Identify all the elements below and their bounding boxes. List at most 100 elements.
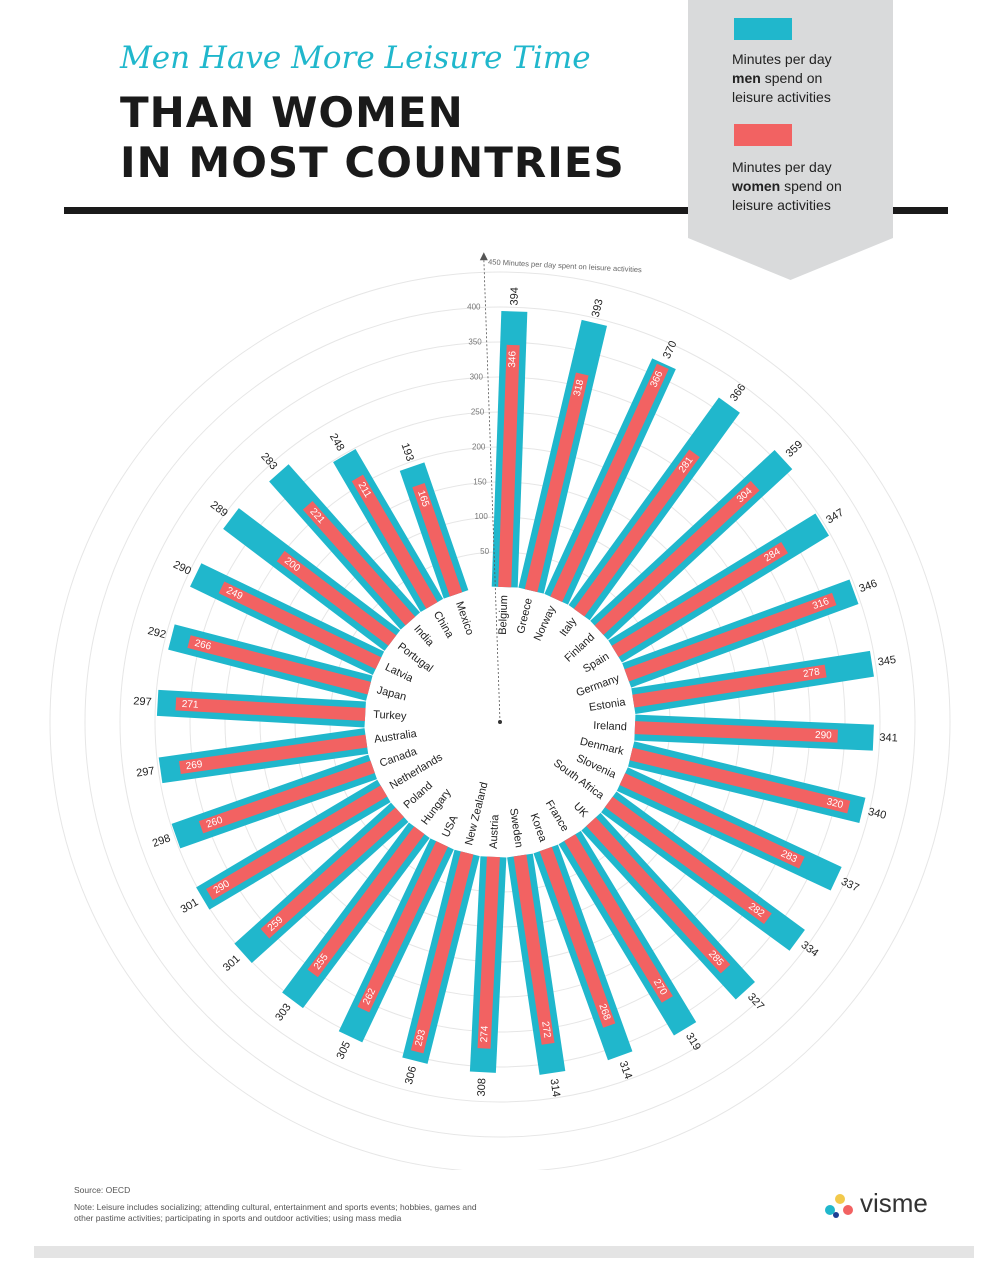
men-value-japan: 292 (146, 625, 167, 641)
country-label-sweden: Sweden (507, 807, 525, 848)
country-label-germany: Germany (575, 672, 622, 699)
bar-group-turkey (156, 689, 366, 728)
legend-women-bold: women (732, 178, 781, 194)
bar-group-korea (533, 844, 633, 1061)
bar-group-mexico (399, 462, 469, 599)
bar-women-new-zealand (410, 851, 474, 1054)
bar-group-china (333, 448, 444, 613)
bar-group-slovenia (616, 767, 842, 891)
bar-women-turkey (175, 697, 366, 721)
bar-group-netherlands (196, 779, 391, 910)
bar-group-germany (622, 579, 859, 688)
men-value-india: 283 (258, 451, 279, 473)
women-value-estonia: 278 (802, 667, 821, 681)
bar-women-belgium (498, 344, 520, 588)
bar-group-uk (581, 812, 755, 1000)
bar-group-finland (590, 449, 793, 640)
footer-note-line2: other pastime activities; participating … (74, 1213, 402, 1223)
bar-group-new-zealand (402, 849, 480, 1064)
title-line-b: IN MOST COUNTRIES (120, 138, 625, 187)
legend-women-pre: Minutes per day (732, 159, 832, 175)
title-line-a: THAN WOMEN (120, 88, 464, 137)
bar-group-sweden (507, 853, 566, 1075)
country-label-ireland: Ireland (593, 720, 627, 733)
country-label-australia: Australia (373, 728, 418, 746)
bar-group-south-africa (601, 791, 805, 951)
men-value-south-africa: 334 (799, 939, 821, 960)
women-value-mexico: 165 (415, 489, 431, 509)
bar-group-ireland (634, 714, 874, 751)
country-label-new-zealand: New Zealand (463, 781, 490, 847)
bar-group-poland (234, 802, 409, 963)
radial-bar-chart: Belgium 346 394 Greece 318 393 Norway 366 370 Ita… (49, 252, 951, 1170)
women-value-australia: 269 (185, 759, 204, 772)
axis-tick-250: 250 (471, 407, 485, 416)
men-value-greece: 393 (590, 298, 606, 319)
bar-women-france (564, 834, 673, 1003)
women-value-denmark: 320 (825, 796, 844, 811)
axis-arrow-icon (479, 252, 488, 261)
bar-group-denmark (628, 741, 866, 823)
women-value-canada: 260 (205, 815, 225, 831)
axis-tick-150: 150 (473, 477, 487, 486)
legend-men-last: leisure activities (732, 89, 831, 105)
women-value-sweden: 272 (539, 1021, 552, 1040)
men-value-finland: 359 (784, 439, 806, 460)
men-value-poland: 301 (221, 953, 243, 974)
men-value-australia: 297 (136, 765, 156, 779)
men-value-italy: 366 (728, 382, 748, 404)
men-value-austria: 308 (476, 1078, 489, 1097)
brand-name: visme (860, 1188, 928, 1218)
footer-note-line1: Note: Leisure includes socializing; atte… (74, 1202, 477, 1212)
men-value-ireland: 341 (879, 732, 898, 745)
country-label-latvia: Latvia (383, 661, 415, 685)
country-label-estonia: Estonia (588, 696, 627, 714)
bar-group-estonia (631, 650, 874, 714)
men-value-spain: 347 (824, 507, 846, 527)
men-value-usa: 305 (335, 1040, 354, 1062)
country-label-korea: Korea (528, 812, 550, 845)
men-value-germany: 346 (858, 578, 879, 596)
bar-women-greece (524, 372, 589, 593)
footer-source: Source: OECD (74, 1185, 131, 1195)
footer-note: Note: Leisure includes socializing; atte… (74, 1202, 477, 1224)
bar-group-india (269, 464, 421, 630)
country-label-india: India (411, 623, 436, 649)
country-label-spain: Spain (581, 650, 611, 675)
axis-line (483, 258, 501, 723)
brand-logo-icon (825, 1194, 853, 1218)
bar-women-hungary (307, 826, 425, 978)
country-label-china: China (431, 609, 456, 641)
men-value-denmark: 340 (867, 806, 888, 822)
bar-women-south-africa (604, 796, 772, 925)
country-label-norway: Norway (532, 604, 559, 643)
bar-women-denmark (629, 747, 851, 814)
women-value-austria: 274 (479, 1025, 491, 1043)
bar-women-netherlands (206, 785, 388, 901)
bar-women-japan (187, 635, 371, 695)
men-value-china: 248 (327, 431, 347, 453)
bar-group-australia (158, 728, 369, 784)
bar-women-usa (357, 841, 448, 1013)
bar-group-latvia (190, 563, 385, 675)
bar-group-france (558, 830, 697, 1036)
bar-group-austria (469, 856, 507, 1073)
legend-swatch-women (734, 124, 792, 146)
bar-women-latvia (218, 581, 382, 670)
bar-women-ireland (634, 721, 838, 743)
bar-group-japan (168, 624, 373, 701)
bar-women-china (351, 474, 438, 609)
bar-women-mexico (412, 483, 463, 597)
legend-men-pre: Minutes per day (732, 51, 832, 67)
bottom-bar (34, 1246, 974, 1258)
bar-women-spain (611, 542, 789, 658)
bar-women-portugal (276, 550, 397, 646)
bar-group-belgium (491, 310, 528, 588)
bar-women-estonia (632, 664, 827, 708)
women-value-japan: 266 (193, 638, 212, 653)
men-value-korea: 314 (617, 1059, 635, 1080)
axis-tick-200: 200 (472, 442, 486, 451)
bar-group-spain (608, 513, 830, 663)
bar-group-italy (568, 397, 740, 621)
bar-group-usa (338, 838, 454, 1043)
